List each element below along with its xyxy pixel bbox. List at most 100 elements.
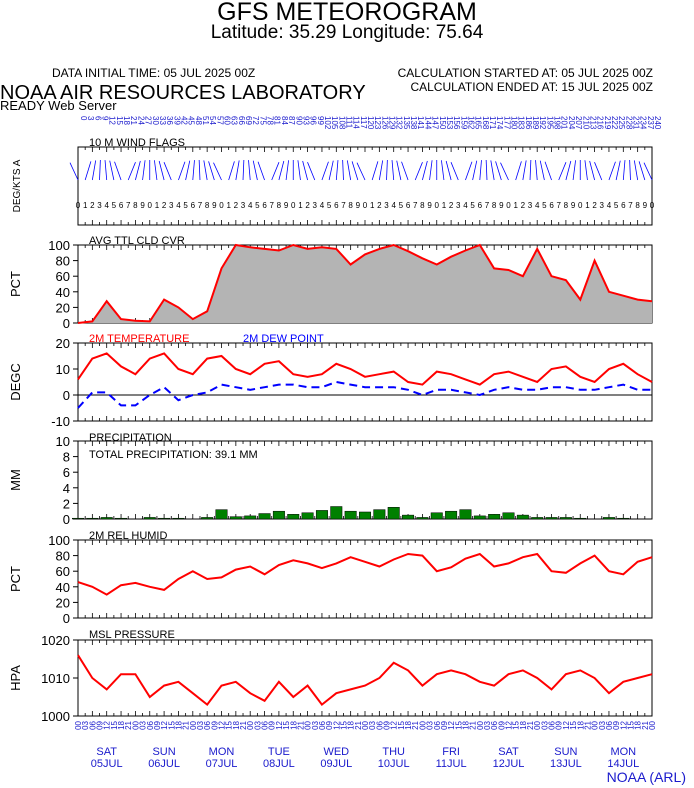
wind-speed-label: 4 <box>320 201 325 210</box>
cloud-y-tick-label: 60 <box>56 269 70 284</box>
wind-speed-label: 7 <box>485 201 490 210</box>
hour-label: 18 <box>289 720 298 729</box>
top-hour-label: 141 <box>416 116 425 130</box>
wind-speed-label: 5 <box>614 201 619 210</box>
wind-speed-label: 6 <box>334 201 339 210</box>
top-hour-label: 72 <box>251 116 260 125</box>
wind-flag <box>213 162 222 181</box>
wind-speed-label: 9 <box>284 201 289 210</box>
wind-speed-label: 8 <box>133 201 138 210</box>
temperature-legend: 2M TEMPERATURE <box>89 333 189 345</box>
wind-flag <box>242 160 245 181</box>
precip-bar <box>287 514 300 520</box>
wind-speed-label: 9 <box>356 201 361 210</box>
hour-label: 15 <box>454 720 463 729</box>
wind-speed-label: 3 <box>313 201 318 210</box>
precip-y-tick-label: 6 <box>63 465 70 480</box>
wind-speed-label: 6 <box>191 201 196 210</box>
precip-bar <box>445 510 458 520</box>
wind-speed-label: 8 <box>420 201 425 210</box>
top-hour-label: 60 <box>223 116 232 125</box>
hour-label: 03 <box>253 720 262 729</box>
precip-y-tick-label: 4 <box>63 481 70 496</box>
hour-label: 21 <box>469 720 478 729</box>
wind-flag <box>99 160 101 181</box>
wind-speed-label: 9 <box>499 201 504 210</box>
hour-label: 15 <box>626 720 635 729</box>
day-label: THU <box>382 746 405 758</box>
top-hour-label: 228 <box>624 116 633 130</box>
top-hour-label: 231 <box>631 116 640 130</box>
top-hour-label: 129 <box>388 116 397 130</box>
wind-flag <box>278 160 285 181</box>
precip-bar <box>301 512 314 520</box>
rh-y-tick-label: 20 <box>56 595 70 610</box>
hour-label: 18 <box>461 720 470 729</box>
hour-label: 21 <box>411 720 420 729</box>
wind-flag <box>351 161 359 181</box>
wind-speed-label: 8 <box>205 201 210 210</box>
wind-speed-label: 5 <box>255 201 260 210</box>
top-hour-label: 189 <box>531 116 540 130</box>
hour-label: 12 <box>160 720 169 729</box>
wind-speed-label: 7 <box>556 201 561 210</box>
wind-flag <box>539 160 545 181</box>
precip-bar <box>373 509 386 520</box>
top-hour-label: 195 <box>545 116 554 130</box>
hour-label: 06 <box>548 720 557 729</box>
pressure-y-tick-label: 1010 <box>41 671 70 686</box>
wind-flag <box>643 162 653 181</box>
top-hour-label: 27 <box>144 116 153 125</box>
wind-flag <box>629 160 631 181</box>
top-hour-label: 24 <box>136 116 145 125</box>
wind-flag <box>544 161 552 181</box>
hour-label: 00 <box>648 720 657 729</box>
precip-bar <box>330 506 343 520</box>
wind-speed-label: 3 <box>528 201 533 210</box>
hour-label: 03 <box>139 720 148 729</box>
wind-speed-label: 1 <box>370 201 375 210</box>
day-label: TUE <box>268 746 290 758</box>
wind-title: 10 M WIND FLAGS <box>89 137 185 149</box>
wind-speed-label: 0 <box>650 201 655 210</box>
rh-y-tick-label: 60 <box>56 564 70 579</box>
wind-flag <box>465 161 473 181</box>
hour-label: 06 <box>375 720 384 729</box>
top-hour-label: 159 <box>459 116 468 130</box>
precip-total: TOTAL PRECIPITATION: 39.1 MM <box>89 449 258 461</box>
wind-flag <box>401 161 409 181</box>
hour-label: 06 <box>433 720 442 729</box>
wind-flag <box>257 161 265 181</box>
rh-line <box>77 552 653 596</box>
wind-flag <box>252 160 258 181</box>
top-hour-label: 96 <box>309 116 318 125</box>
top-hour-label: 90 <box>294 116 303 125</box>
wind-flag <box>297 160 301 181</box>
top-hour-label: 192 <box>538 116 547 130</box>
wind-flag <box>584 160 588 181</box>
date-label: 05JUL <box>91 758 123 770</box>
lab-name: NOAA AIR RESOURCES LABORATORY <box>0 82 366 104</box>
hour-label: 15 <box>569 720 578 729</box>
precip-y-tick-label: 8 <box>63 450 70 465</box>
wind-speed-label: 2 <box>90 201 95 210</box>
cloud-y-tick-label: 100 <box>48 238 70 253</box>
precip-bar <box>402 514 415 520</box>
server-name: READY Web Server <box>0 98 117 113</box>
wind-speed-label: 6 <box>478 201 483 210</box>
wind-speed-label: 9 <box>427 201 432 210</box>
wind-flag <box>441 160 445 181</box>
date-label: 06JUL <box>148 758 180 770</box>
wind-speed-label: 1 <box>298 201 303 210</box>
top-hour-label: 120 <box>366 116 375 130</box>
top-hour-label: 84 <box>280 116 289 125</box>
wind-speed-label: 5 <box>183 201 188 210</box>
wind-flag <box>198 160 201 181</box>
wind-flag <box>414 162 423 181</box>
wind-flag <box>185 160 191 181</box>
wind-speed-label: 1 <box>442 201 447 210</box>
wind-flag <box>515 161 522 181</box>
top-hour-label: 201 <box>560 116 569 130</box>
rh-panel-frame <box>77 539 653 619</box>
top-hour-label: 57 <box>215 116 224 125</box>
